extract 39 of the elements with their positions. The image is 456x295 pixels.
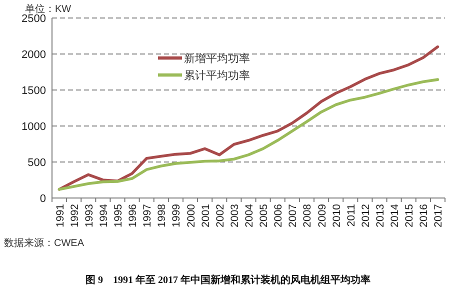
x-tick-label: 2007: [287, 204, 300, 228]
source-note: 数据来源：CWEA: [4, 237, 84, 249]
x-tick-label: 2015: [404, 204, 416, 228]
x-tick-label: 2002: [214, 204, 226, 228]
x-tick-label: 1994: [98, 204, 110, 228]
y-axis-title: 单位：KW: [25, 3, 72, 15]
x-tick-label: 2012: [360, 204, 372, 228]
y-tick-label: 1500: [22, 85, 46, 97]
y-tick-label: 2000: [22, 49, 46, 61]
x-tick-label: 2011: [345, 204, 358, 227]
line-series: [58, 45, 440, 191]
y-tick-label: 1000: [22, 121, 46, 133]
y-tick-label: 0: [40, 193, 46, 205]
x-tick-label: 2005: [258, 204, 270, 228]
x-tick-label: 2003: [228, 204, 241, 228]
x-tick-label: 1991: [54, 204, 66, 228]
x-tick-label: 1993: [83, 204, 96, 228]
x-tick-label: 1999: [170, 204, 183, 228]
x-tick-label: 2010: [330, 204, 343, 228]
x-tick-label: 2008: [302, 204, 314, 228]
legend-label: 新增平均功率: [184, 52, 250, 65]
x-tick-label: 1998: [156, 204, 168, 228]
x-tick-label: 1997: [142, 204, 154, 228]
x-tick-label: 2013: [374, 204, 386, 228]
x-tick-label: 2004: [244, 204, 256, 228]
x-tick-label: 2014: [389, 204, 402, 228]
y-tick-label: 2500: [22, 13, 46, 25]
y-tick-label: 500: [28, 157, 46, 169]
legend-label: 累计平均功率: [184, 69, 250, 82]
x-tick-label: 2001: [200, 204, 212, 228]
text: 图 9 1991 年至 2017 年中国新增和累计装机的风电机组平均功率: [86, 274, 370, 286]
x-tick-label: 2006: [272, 204, 285, 228]
x-tick-label: 2009: [316, 204, 328, 228]
x-tick-label: 1992: [68, 204, 81, 228]
x-tick-label: 2017: [432, 204, 445, 228]
x-tick-label: 2000: [185, 204, 198, 228]
x-tick-label: 1996: [127, 204, 140, 228]
x-tick-label: 2016: [418, 204, 430, 228]
x-tick-label: 1995: [112, 204, 124, 228]
